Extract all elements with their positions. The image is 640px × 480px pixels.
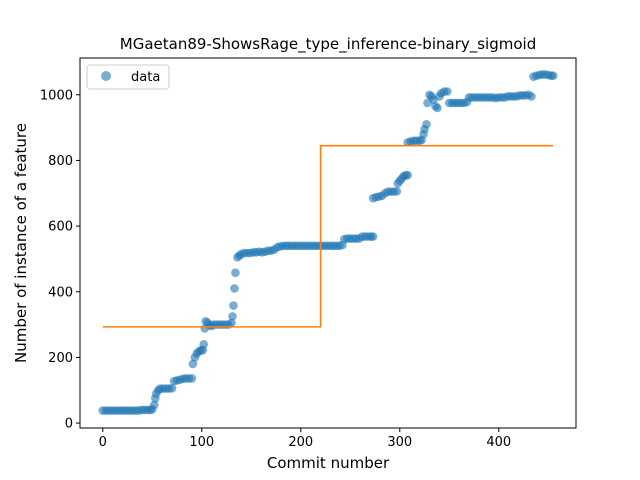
data-point	[149, 400, 159, 410]
y-axis-label: Number of instance of a feature	[12, 123, 30, 363]
x-axis: 0 100 200 300 400	[99, 428, 511, 450]
x-tick-label: 100	[189, 435, 214, 450]
data-point	[167, 383, 177, 393]
data-point	[199, 339, 209, 349]
data-point	[229, 301, 238, 310]
y-tick-label: 200	[48, 351, 73, 366]
data-point	[433, 103, 442, 113]
fit-line	[102, 144, 554, 328]
legend-box	[86, 64, 170, 90]
legend: data	[86, 64, 170, 90]
data-point	[548, 71, 558, 81]
x-axis-label: Commit number	[267, 454, 390, 472]
y-tick-label: 600	[48, 220, 73, 235]
axes-frame	[79, 57, 577, 429]
data-point	[187, 374, 197, 383]
data-point	[230, 284, 239, 293]
x-tick-label: 0	[99, 435, 107, 450]
x-tick-label: 400	[486, 435, 511, 450]
chart-title: MGaetan89-ShowsRage_type_inference-binar…	[120, 35, 536, 54]
y-tick-label: 0	[65, 417, 73, 432]
data-point	[392, 186, 402, 196]
y-tick-label: 1000	[40, 88, 73, 103]
plot-area	[98, 70, 558, 415]
x-tick-label: 300	[387, 435, 412, 450]
x-tick-label: 200	[288, 435, 313, 450]
legend-marker-data	[101, 71, 111, 81]
data-point	[228, 312, 237, 321]
y-tick-label: 800	[48, 154, 73, 169]
data-point	[368, 232, 378, 241]
data-point	[527, 92, 536, 101]
y-axis: 0 200 400 600 800 1000	[40, 88, 80, 432]
legend-label-data: data	[131, 70, 160, 85]
data-point	[403, 170, 413, 180]
data-point	[231, 268, 240, 278]
data-point	[422, 120, 431, 129]
data-point	[188, 359, 198, 369]
data-point	[443, 87, 452, 96]
y-tick-label: 400	[48, 285, 73, 300]
data-point	[227, 318, 236, 328]
